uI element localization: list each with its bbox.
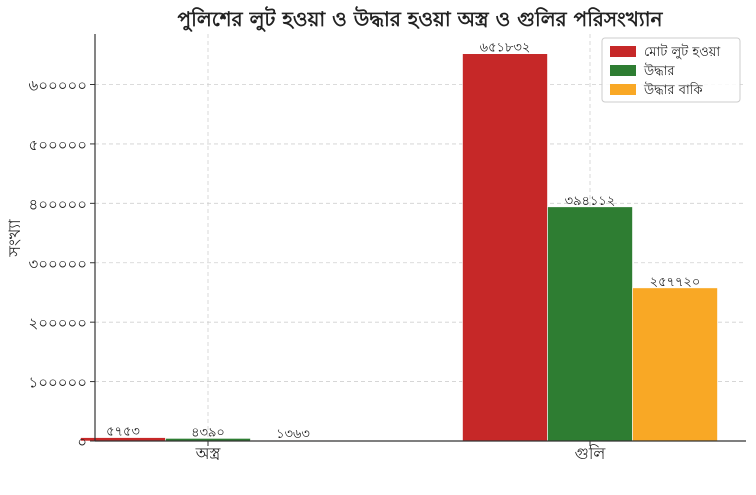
bars-layer bbox=[80, 53, 718, 442]
bar-value-label: ৬৫১৮৩২ bbox=[480, 41, 531, 56]
x-tick-label: গুলি bbox=[575, 444, 607, 463]
bar bbox=[547, 206, 633, 442]
x-tick-label: অস্ত্র bbox=[195, 444, 222, 463]
legend: মোট লুট হওয়া উদ্ধার উদ্ধার বাকি bbox=[601, 37, 741, 103]
axes-layer bbox=[90, 34, 746, 446]
legend-label: উদ্ধার bbox=[643, 63, 675, 79]
y-axis-label: সংখ্যা bbox=[5, 219, 24, 258]
y-tick-label: ০ bbox=[77, 433, 87, 451]
bar-value-label: ৫৭৫৩ bbox=[106, 425, 140, 440]
bar-value-label: ৪৩৯০ bbox=[191, 425, 225, 440]
legend-swatch bbox=[610, 46, 636, 57]
bar bbox=[462, 53, 548, 442]
legend-box bbox=[601, 37, 741, 103]
bar-value-label: ১৩৬৩ bbox=[276, 427, 310, 442]
y-tick-label: ৪০০০০০ bbox=[29, 195, 88, 213]
legend-label: উদ্ধার বাকি bbox=[643, 82, 703, 98]
y-tick-label: ১০০০০০ bbox=[29, 374, 88, 392]
y-tick-label: ৩০০০০০ bbox=[28, 255, 87, 273]
grid-layer bbox=[95, 34, 746, 442]
legend-swatch bbox=[610, 84, 636, 95]
bar-value-label: ৩৯৪১১২ bbox=[565, 194, 616, 209]
legend-label: মোট লুট হওয়া bbox=[644, 44, 720, 60]
y-tick-label: ২০০০০০ bbox=[28, 314, 87, 332]
bar-value-label: ২৫৭৭২০ bbox=[650, 275, 701, 290]
legend-swatch bbox=[610, 65, 636, 76]
y-tick-label: ৬০০০০০ bbox=[28, 77, 87, 95]
y-tick-label: ৫০০০০০ bbox=[29, 136, 88, 154]
labels-layer: ০ ১০০০০০ ২০০০০০ ৩০০০০০ ৪০০০০০ ৫০০০০০ ৬০০০০০ অস্… bbox=[28, 41, 700, 463]
bar bbox=[632, 287, 718, 442]
chart-title: পুলিশের লুট হওয়া ও উদ্ধার হওয়া অস্ত্র … bbox=[178, 6, 664, 32]
